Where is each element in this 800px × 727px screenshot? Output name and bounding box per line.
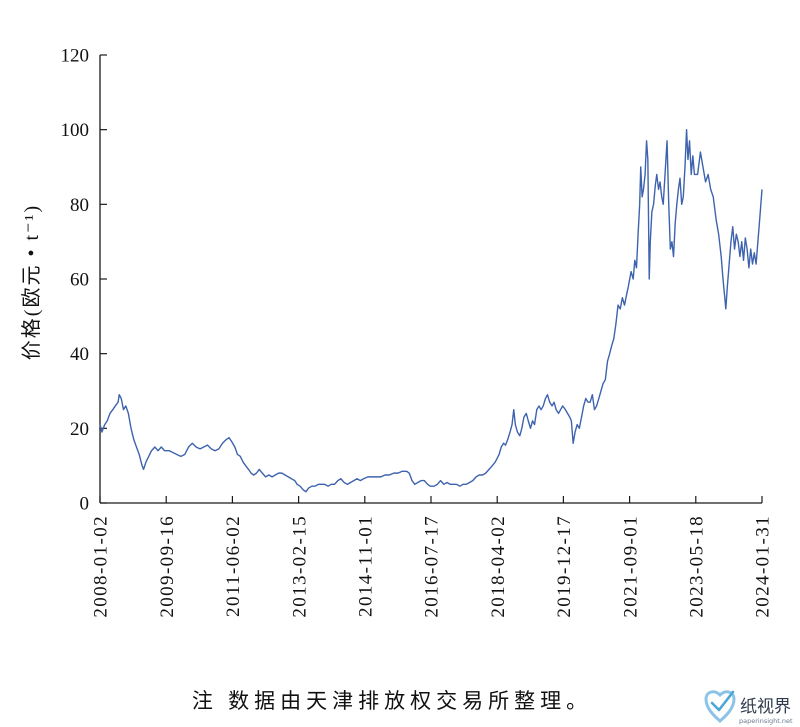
- x-axis-ticks: 2008-01-02 2009-09-16 2011-06-02 2013-02-15…: [91, 496, 774, 618]
- x-tick-label: 2018-04-02: [488, 515, 509, 618]
- x-tick-label: 2024-01-31: [753, 515, 774, 618]
- y-tick-label: 120: [61, 46, 90, 67]
- x-tick-label: 2019-12-17: [554, 515, 575, 618]
- watermark-logo: 纸视界 paperinsight.net: [704, 690, 793, 725]
- watermark-url: paperinsight.net: [739, 717, 793, 725]
- x-tick-label: 2011-06-02: [223, 515, 244, 617]
- y-axis-ticks: 0 20 40 60 80 100 120: [61, 46, 107, 515]
- x-tick-label: 2023-05-18: [686, 515, 707, 618]
- y-axis-title: 价格(欧元 • t⁻¹): [20, 204, 43, 360]
- check-heart-logo-icon: [704, 690, 736, 724]
- y-tick-label: 100: [61, 120, 90, 141]
- y-tick-label: 0: [80, 494, 90, 515]
- footnote: 注 数据由天津排放权交易所整理。: [192, 689, 592, 713]
- x-tick-label: 2008-01-02: [91, 515, 112, 618]
- y-tick-label: 20: [70, 419, 89, 440]
- y-tick-label: 40: [70, 344, 89, 365]
- x-tick-label: 2009-09-16: [157, 515, 178, 618]
- watermark-name: 纸视界: [740, 697, 791, 717]
- y-tick-label: 80: [70, 195, 89, 216]
- series-line: [99, 128, 763, 493]
- plot-area: 0 20 40 60 80 100 120 2008-01-02 2009-09-16 2011…: [61, 46, 774, 618]
- check-mark-icon: [710, 690, 735, 712]
- x-tick-label: 2021-09-01: [620, 515, 641, 618]
- x-tick-label: 2014-11-01: [355, 515, 376, 617]
- x-tick-label: 2013-02-15: [289, 515, 310, 618]
- y-tick-label: 60: [70, 270, 89, 291]
- x-tick-label: 2016-07-17: [422, 515, 443, 618]
